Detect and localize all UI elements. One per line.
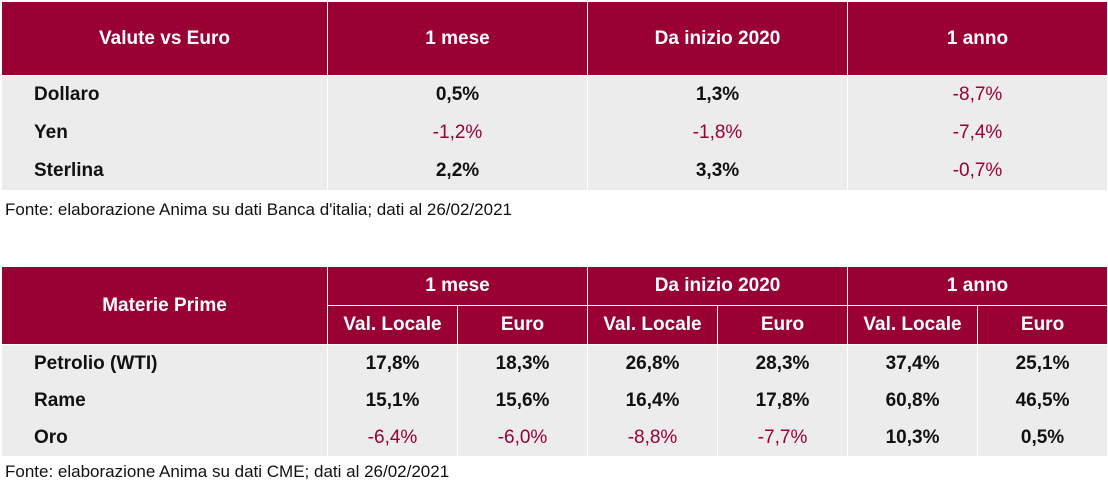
table-cell: 26,8% — [587, 344, 719, 382]
currency-table: Valute vs Euro 1 mese Da inizio 2020 1 a… — [1, 1, 1108, 190]
row-label: Dollaro — [1, 75, 328, 114]
table-cell: 15,6% — [456, 382, 589, 419]
header-valute: Valute vs Euro — [1, 1, 328, 76]
table-cell: -8,7% — [847, 75, 1108, 114]
table-cell: -1,2% — [327, 114, 588, 152]
subheader-row: Val. Locale Euro Val. Locale Euro Val. L… — [2, 305, 1108, 345]
header-row: Materie Prime 1 mese Da inizio 2020 1 an… — [1, 266, 1108, 345]
header-1-anno: 1 anno — [847, 266, 1108, 306]
header-da-inizio-2020: Da inizio 2020 — [587, 1, 848, 76]
row-label: Petrolio (WTI) — [1, 344, 328, 382]
table-cell: 16,4% — [587, 382, 719, 419]
table-cell: 0,5% — [327, 75, 588, 114]
table-cell: -0,7% — [847, 152, 1108, 190]
table-row: Dollaro 0,5% 1,3% -8,7% — [1, 75, 1108, 114]
subheader-val-locale: Val. Locale — [587, 305, 719, 345]
subheader-val-locale: Val. Locale — [327, 305, 458, 345]
table-cell: 1,3% — [587, 75, 848, 114]
table-cell: 28,3% — [717, 344, 849, 382]
source-note: Fonte: elaborazione Anima su dati CME; d… — [5, 462, 450, 481]
table-row: Yen -1,2% -1,8% -7,4% — [1, 114, 1108, 152]
table-row: Oro -6,4% -6,0% -8,8% -7,7% 10,3% 0,5% — [1, 419, 1108, 456]
subheader-val-locale: Val. Locale — [847, 305, 979, 345]
row-label: Oro — [1, 419, 328, 456]
table-cell: -7,4% — [847, 114, 1108, 152]
table-cell: -7,7% — [717, 419, 849, 456]
table-row: Sterlina 2,2% 3,3% -0,7% — [1, 152, 1108, 190]
table-cell: 0,5% — [977, 419, 1108, 456]
header-1-anno: 1 anno — [847, 1, 1108, 76]
header-da-inizio-2020: Da inizio 2020 — [587, 266, 849, 306]
commodities-table: Materie Prime 1 mese Da inizio 2020 1 an… — [1, 266, 1108, 456]
row-label: Rame — [1, 382, 328, 419]
table-cell: 10,3% — [847, 419, 979, 456]
table-cell: 17,8% — [717, 382, 849, 419]
row-label: Yen — [1, 114, 328, 152]
table-cell: 3,3% — [587, 152, 848, 190]
table-cell: -6,4% — [327, 419, 458, 456]
table-cell: 2,2% — [327, 152, 588, 190]
subheader-euro: Euro — [977, 305, 1108, 345]
header-1-mese: 1 mese — [327, 1, 588, 76]
header-materie-prime: Materie Prime — [1, 266, 328, 345]
table-cell: -6,0% — [456, 419, 589, 456]
table-cell: -1,8% — [587, 114, 848, 152]
source-note: Fonte: elaborazione Anima su dati Banca … — [5, 200, 512, 219]
table-row: Rame 15,1% 15,6% 16,4% 17,8% 60,8% 46,5% — [1, 382, 1108, 419]
subheader-euro: Euro — [717, 305, 849, 345]
header-row: Valute vs Euro 1 mese Da inizio 2020 1 a… — [1, 1, 1108, 76]
row-label: Sterlina — [1, 152, 328, 190]
table-cell: 17,8% — [327, 344, 458, 382]
table-row: Petrolio (WTI) 17,8% 18,3% 26,8% 28,3% 3… — [1, 344, 1108, 382]
table-cell: 15,1% — [327, 382, 458, 419]
table-cell: 37,4% — [847, 344, 979, 382]
table-cell: 46,5% — [977, 382, 1108, 419]
subheader-euro: Euro — [456, 305, 589, 345]
table-cell: 18,3% — [456, 344, 589, 382]
header-1-mese: 1 mese — [326, 266, 589, 306]
table-cell: 25,1% — [977, 344, 1108, 382]
table-cell: -8,8% — [587, 419, 719, 456]
table-cell: 60,8% — [847, 382, 979, 419]
